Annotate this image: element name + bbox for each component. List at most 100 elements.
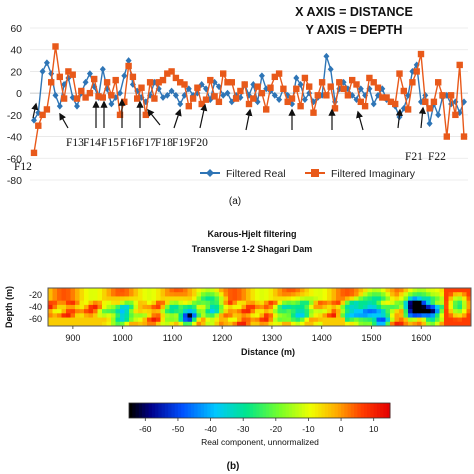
data-point-imaginary [443,133,450,140]
heatmap-cell [210,296,215,302]
heatmap-cell [192,292,197,297]
heatmap-cell [57,304,62,310]
heatmap-cell [241,300,247,306]
heatmap-cell [264,313,269,318]
heatmap-cell [304,309,310,314]
heatmap-cell [70,309,76,314]
heatmap-cell [147,288,152,293]
heatmap-cell [124,317,130,323]
heatmap-cell [327,313,332,318]
heatmap-cell [183,317,188,323]
heatmap-cell [124,300,130,306]
heatmap-cell [205,292,211,297]
heatmap-cell [448,309,454,314]
heatmap-cell [165,304,170,310]
heatmap-cell [444,300,449,306]
heatmap-cell [399,296,404,302]
heatmap-cell [210,313,215,318]
fault-label: F12 [14,161,32,173]
heatmap-cell [88,304,94,310]
heatmap-cell [331,304,337,310]
heatmap-cell [237,309,242,314]
data-point-imaginary [344,92,352,99]
heatmap-cell [399,317,404,323]
heatmap-cell [264,300,269,306]
heatmap-cell [358,317,364,323]
heatmap-cell [133,313,139,318]
heatmap-cell [439,313,445,318]
heatmap-cell [174,292,179,297]
heatmap-cell [430,292,436,297]
data-point-real [121,72,128,80]
heatmap-cell [102,292,107,297]
colorbar-tick-label: -10 [302,424,315,434]
heatmap-cell [228,321,233,327]
heatmap-cell [129,321,134,327]
heatmap-cell [88,292,94,297]
heatmap-cell [457,292,463,297]
heatmap-cell [268,313,274,318]
data-point-imaginary [349,76,356,84]
heatmap-cell [165,313,170,318]
heatmap-cell [169,288,175,293]
fault-label: F13 [66,137,84,149]
heatmap-cell [70,313,76,318]
heatmap-cell [237,296,242,302]
heatmap-cell [318,321,323,327]
heatmap-cell [246,321,251,327]
heatmap-cell [457,300,463,306]
heatmap-cell [417,292,422,297]
colorbar-segment [249,403,254,418]
colorbar-segment [148,403,153,418]
colorbar-segment [354,403,358,418]
heatmap-cell [205,317,211,323]
heatmap-cell [282,321,287,327]
heatmap-cell [192,300,197,306]
heatmap-cell [412,304,418,310]
heatmap-cell [142,321,148,327]
heatmap-cell [457,321,463,327]
data-point-imaginary [353,81,360,88]
heatmap-cell [466,321,472,327]
x-tick-label: 1500 [361,333,381,343]
heatmap-cell [300,309,305,314]
heatmap-cell [192,313,197,318]
heatmap-cell [309,304,314,310]
heatmap-cell [435,300,440,306]
heatmap-cell [52,321,58,327]
heatmap-cell [232,288,238,293]
heatmap-cell [304,321,310,327]
data-point-imaginary [327,83,334,90]
data-point-imaginary [228,79,235,86]
heatmap-cell [318,300,323,306]
heatmap-cell [412,317,418,323]
heatmap-cell [376,313,382,318]
colorbar-segment [129,403,133,418]
heatmap-cell [439,317,445,323]
heatmap-cell [61,309,67,314]
heatmap-cell [340,304,346,310]
heatmap-cell [120,304,125,310]
heatmap-cell [151,292,157,297]
heatmap-cell [111,296,116,302]
data-point-real [86,70,93,77]
heatmap-cell [390,317,395,323]
data-point-real [117,89,123,97]
heatmap-cell [129,292,134,297]
heatmap-cell [426,292,431,297]
heatmap-cell [246,296,251,302]
heatmap-cell [183,304,188,310]
heatmap-cell [88,288,94,293]
heatmap-cell [444,304,449,310]
heatmap-cell [453,317,458,323]
heatmap-cell [66,288,71,293]
heatmap-cell [259,317,265,323]
heatmap-cell [421,292,427,297]
heatmap-cell [336,292,341,297]
heatmap-cell [331,309,337,314]
heatmap-cell [201,321,206,327]
y-tick-label: -80 [7,175,22,187]
heatmap-cell [403,300,409,306]
heatmap-cell [219,296,224,302]
heatmap-cell [147,313,152,318]
